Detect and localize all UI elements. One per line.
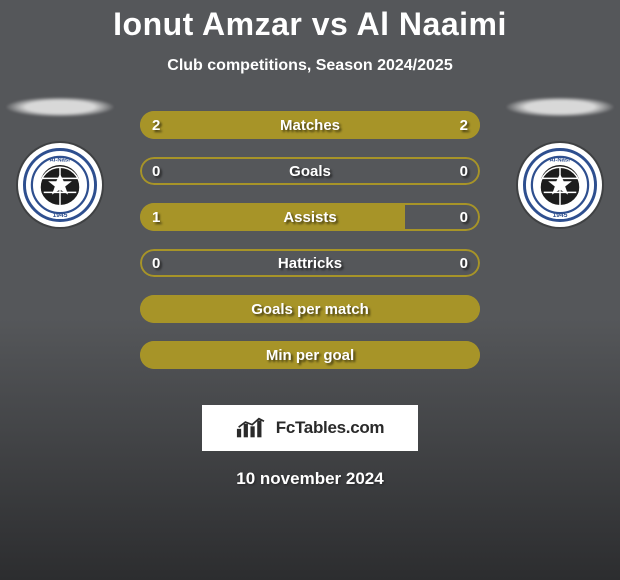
date-text: 10 november 2024 [0, 469, 620, 489]
stat-row-border [140, 295, 480, 323]
page-title: Ionut Amzar vs Al Naaimi [0, 6, 620, 43]
player-left-club-badge: Al-Nasr 1945 [18, 143, 102, 227]
watermark-text: FcTables.com [276, 418, 385, 438]
content-root: Ionut Amzar vs Al Naaimi Club competitio… [0, 0, 620, 580]
stat-row: Hattricks00 [140, 249, 480, 277]
comparison-arena: Al-Nasr 1945 Al-Nasr 1945 Matches22Goal [0, 111, 620, 391]
stat-row-border [140, 157, 480, 185]
club-badge-icon: Al-Nasr 1945 [523, 148, 597, 222]
player-right-club-badge: Al-Nasr 1945 [518, 143, 602, 227]
player-right-column: Al-Nasr 1945 [500, 97, 620, 227]
stat-row-border [140, 249, 480, 277]
stat-row-border [140, 111, 480, 139]
badge-club-year: 1945 [553, 212, 568, 219]
page-subtitle: Club competitions, Season 2024/2025 [0, 57, 620, 75]
club-badge-icon: Al-Nasr 1945 [23, 148, 97, 222]
stat-bars: Matches22 Goals00 Assists10 Hattricks00 Goal… [140, 111, 480, 369]
stat-row-border [140, 341, 480, 369]
stat-row: Goals00 [140, 157, 480, 185]
player-left-floor-shadow [6, 97, 114, 117]
watermark-logo-icon [236, 417, 270, 439]
stat-row: Goals per match [140, 295, 480, 323]
watermark: FcTables.com [202, 405, 418, 451]
stat-row-border [140, 203, 480, 231]
badge-club-name: Al-Nasr [49, 157, 71, 163]
player-right-floor-shadow [506, 97, 614, 117]
stat-row: Min per goal [140, 341, 480, 369]
badge-club-year: 1945 [53, 212, 68, 219]
badge-club-name: Al-Nasr [549, 157, 571, 163]
player-left-column: Al-Nasr 1945 [0, 97, 120, 227]
stat-row: Assists10 [140, 203, 480, 231]
stat-row: Matches22 [140, 111, 480, 139]
